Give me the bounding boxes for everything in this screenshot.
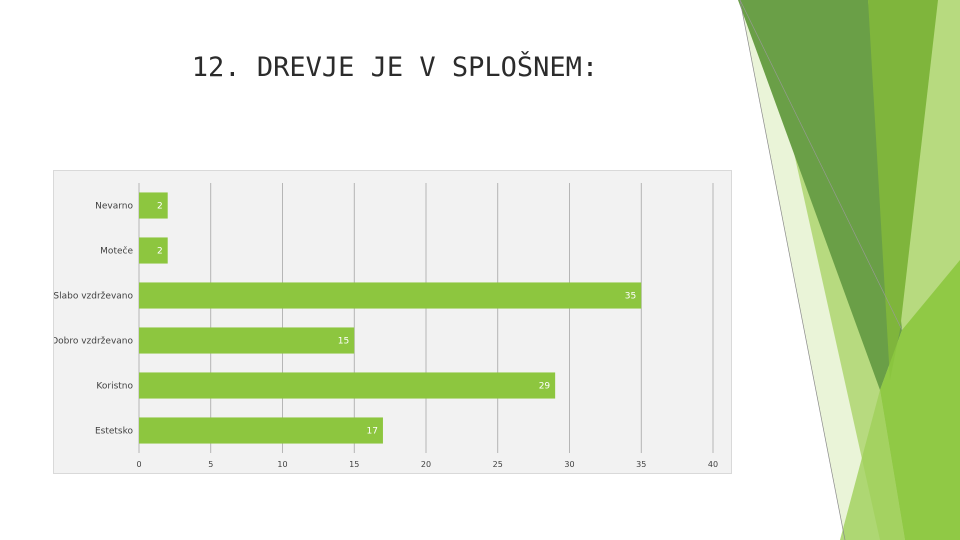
chart-canvas: Nevarno 2 Moteče 2 Slabo vzdrževano 35 Dobro v…: [54, 183, 718, 469]
tick-label: 15: [349, 460, 359, 469]
tick-label: 5: [208, 460, 213, 469]
category-label: Estetsko: [95, 427, 134, 437]
data-label: 17: [366, 427, 377, 437]
data-label: 2: [157, 202, 163, 212]
data-label: 35: [625, 292, 636, 302]
tick-label: 40: [708, 460, 718, 469]
category-label: Slabo vzdrževano: [54, 292, 133, 302]
bar-chart: Nevarno 2 Moteče 2 Slabo vzdrževano 35 Dobro v…: [53, 170, 732, 474]
deco-mid-shape: [868, 0, 938, 380]
deco-thin-line-1: [739, 0, 846, 540]
category-label: Moteče: [100, 246, 133, 257]
category-label: Nevarno: [95, 202, 133, 212]
deco-dark-shape: [738, 0, 902, 390]
data-label: 2: [157, 247, 163, 257]
category-label: Dobro vzdrževano: [54, 337, 133, 347]
bar: [139, 282, 642, 309]
category-label: Koristno: [96, 382, 133, 392]
deco-bottom-shape: [840, 390, 905, 540]
tick-label: 30: [564, 460, 574, 469]
bar: [139, 192, 168, 219]
deco-thin-line-2: [739, 0, 903, 331]
tick-label: 20: [421, 460, 431, 469]
deco-bright-shape: [880, 260, 960, 540]
bar: [139, 237, 168, 264]
tick-label: 0: [136, 460, 141, 469]
page-title: 12. DREVJE JE V SPLOŠNEM:: [191, 52, 599, 83]
tick-label: 10: [277, 460, 287, 469]
bar: [139, 417, 383, 444]
data-label: 15: [338, 337, 349, 347]
bar: [139, 327, 355, 354]
tick-label: 35: [636, 460, 646, 469]
bar: [139, 372, 556, 399]
tick-label: 25: [493, 460, 503, 469]
data-label: 29: [539, 382, 551, 392]
